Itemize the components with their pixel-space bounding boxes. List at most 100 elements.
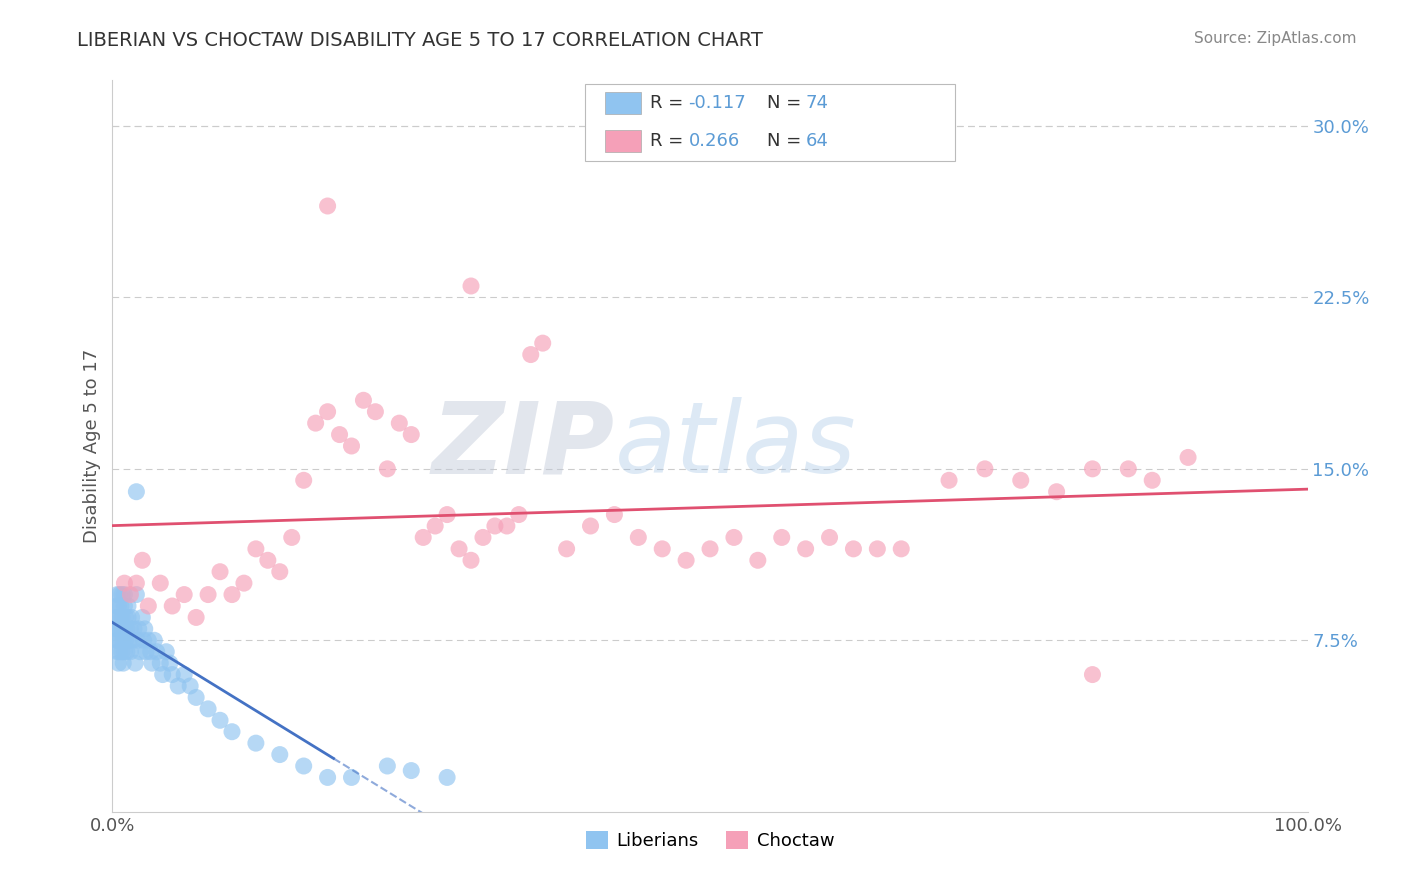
Point xyxy=(447,541,470,556)
Point xyxy=(115,645,138,659)
Point xyxy=(221,588,243,602)
Point xyxy=(111,645,134,659)
Text: R =: R = xyxy=(651,132,689,150)
Point xyxy=(105,610,128,624)
Point xyxy=(233,576,256,591)
Point xyxy=(186,690,208,705)
Text: LIBERIAN VS CHOCTAW DISABILITY AGE 5 TO 17 CORRELATION CHART: LIBERIAN VS CHOCTAW DISABILITY AGE 5 TO … xyxy=(77,31,763,50)
Point xyxy=(1177,450,1199,465)
Point xyxy=(112,656,135,670)
Point xyxy=(938,473,960,487)
Point xyxy=(118,633,141,648)
Point xyxy=(292,759,315,773)
Bar xyxy=(605,130,641,152)
Point xyxy=(842,541,865,556)
Point xyxy=(974,462,997,476)
Point xyxy=(179,679,201,693)
Point xyxy=(124,656,146,670)
Point xyxy=(675,553,697,567)
Point xyxy=(167,679,190,693)
Point xyxy=(120,588,142,602)
Point xyxy=(436,771,458,785)
Point xyxy=(155,645,177,659)
Point xyxy=(141,656,163,670)
Text: 74: 74 xyxy=(806,95,828,112)
Point xyxy=(197,702,219,716)
Point xyxy=(145,645,167,659)
Point xyxy=(579,519,602,533)
Point xyxy=(340,771,363,785)
Point xyxy=(221,724,243,739)
Text: 0.266: 0.266 xyxy=(689,132,740,150)
Point xyxy=(1081,667,1104,681)
Point xyxy=(105,588,128,602)
Point xyxy=(352,393,374,408)
Point xyxy=(105,633,128,648)
Point xyxy=(436,508,458,522)
Point xyxy=(114,599,135,613)
Point xyxy=(209,714,232,728)
Point xyxy=(1118,462,1140,476)
Point xyxy=(401,764,423,778)
Text: -0.117: -0.117 xyxy=(689,95,747,112)
Point xyxy=(1046,484,1069,499)
Point xyxy=(531,336,554,351)
Point xyxy=(114,633,136,648)
Point xyxy=(117,599,139,613)
Point xyxy=(496,519,519,533)
Point xyxy=(107,633,129,648)
Point xyxy=(105,599,128,613)
Point xyxy=(114,576,135,591)
Point xyxy=(115,622,138,636)
Point xyxy=(111,622,134,636)
Point xyxy=(425,519,447,533)
Point xyxy=(110,610,132,624)
Point xyxy=(460,553,482,567)
Point xyxy=(340,439,363,453)
Point xyxy=(269,747,291,762)
Point xyxy=(114,588,135,602)
Point xyxy=(107,599,129,613)
Point xyxy=(377,462,399,476)
Point xyxy=(603,508,626,522)
Point xyxy=(110,599,132,613)
Point xyxy=(112,633,135,648)
Point xyxy=(125,484,148,499)
Point xyxy=(1081,462,1104,476)
Text: R =: R = xyxy=(651,95,689,112)
Point xyxy=(138,599,160,613)
Point xyxy=(131,610,153,624)
Point xyxy=(173,588,195,602)
Point xyxy=(120,645,142,659)
Point xyxy=(472,530,495,544)
Point xyxy=(484,519,506,533)
Point xyxy=(138,633,160,648)
Text: N =: N = xyxy=(768,95,807,112)
Point xyxy=(114,645,135,659)
Point xyxy=(107,656,129,670)
Point xyxy=(111,610,134,624)
Point xyxy=(316,199,339,213)
Point xyxy=(125,588,148,602)
Point xyxy=(520,347,543,362)
Point xyxy=(128,622,150,636)
Point xyxy=(627,530,650,544)
Point xyxy=(388,416,411,430)
Point xyxy=(143,633,166,648)
Point xyxy=(794,541,817,556)
Point xyxy=(105,645,128,659)
Point xyxy=(305,416,328,430)
Point xyxy=(245,736,267,750)
Point xyxy=(121,610,143,624)
Point xyxy=(132,633,155,648)
Point xyxy=(209,565,232,579)
Point xyxy=(131,553,153,567)
Point xyxy=(269,565,291,579)
Point xyxy=(108,622,131,636)
Point xyxy=(108,588,131,602)
Point xyxy=(135,645,157,659)
Point xyxy=(121,633,143,648)
Point xyxy=(866,541,889,556)
Point xyxy=(508,508,530,522)
Point xyxy=(292,473,315,487)
